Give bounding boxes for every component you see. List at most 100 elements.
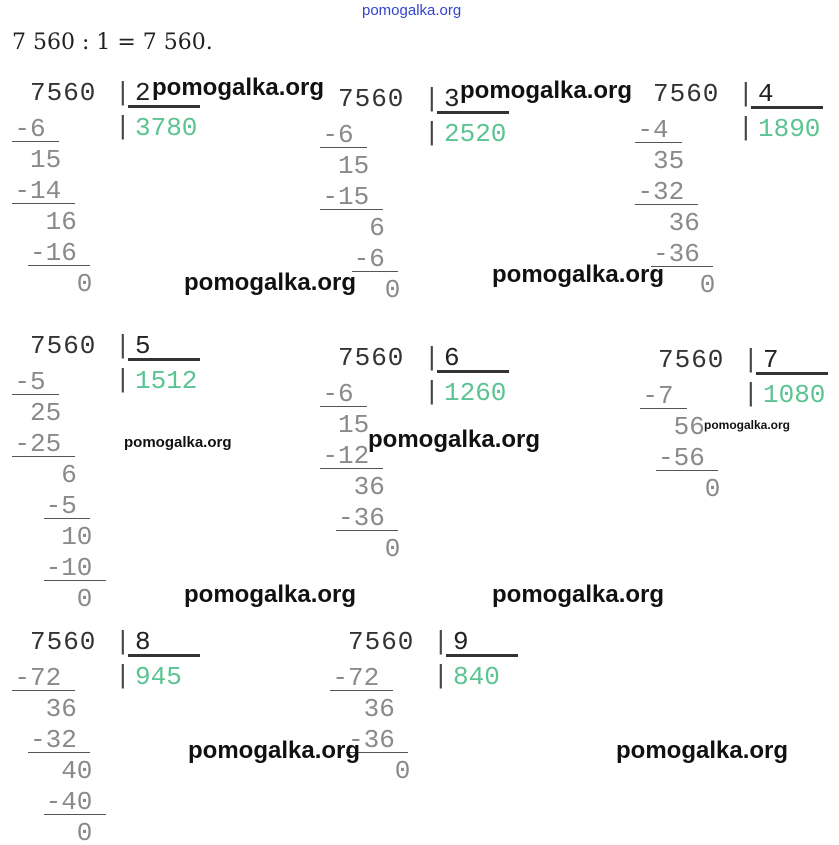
- subtraction-line: [640, 408, 688, 409]
- remainder: 36: [668, 208, 700, 238]
- subtrahend: -12: [322, 441, 370, 471]
- divider-bar-icon: |: [424, 343, 440, 373]
- remainder: 56: [673, 412, 705, 442]
- watermark: pomogalka.org: [368, 426, 541, 453]
- subtraction-line: [635, 204, 698, 205]
- subtrahend: -72: [332, 663, 380, 693]
- subtraction-line: [651, 266, 714, 267]
- subtrahend: -72: [14, 663, 62, 693]
- subtraction-line: [320, 209, 383, 210]
- divider-bar-icon: |: [115, 627, 131, 657]
- divider-bar-icon: |: [115, 78, 131, 108]
- watermark: pomogalka.org: [184, 269, 357, 296]
- divisor: 7: [763, 345, 779, 375]
- divider-bar-icon: |: [433, 627, 449, 657]
- watermark: pomogalka.org: [616, 737, 789, 764]
- dividend: 7560: [30, 331, 97, 361]
- subtrahend: -25: [14, 429, 62, 459]
- divider-bar-icon: |: [424, 118, 440, 148]
- subtrahend: -6: [353, 244, 385, 274]
- remainder: 40: [61, 756, 93, 786]
- subtraction-line: [43, 580, 106, 581]
- watermark: pomogalka.org: [124, 434, 232, 451]
- quotient: 945: [135, 662, 182, 692]
- subtrahend: -32: [637, 177, 685, 207]
- quotient: 1260: [444, 378, 507, 408]
- divider-bar-icon: |: [738, 79, 754, 109]
- quotient: 840: [453, 662, 500, 692]
- divisor-underline: [437, 111, 509, 114]
- subtraction-line: [346, 752, 409, 753]
- divisor-underline: [128, 105, 200, 108]
- remainder: 0: [699, 270, 716, 300]
- dividend: 7560: [658, 345, 725, 375]
- divider-bar-icon: |: [115, 365, 131, 395]
- remainder: 36: [363, 694, 395, 724]
- subtrahend: -7: [642, 381, 674, 411]
- subtrahend: -56: [658, 443, 705, 473]
- divider-bar-icon: |: [424, 84, 440, 114]
- watermark: pomogalka.org: [152, 74, 325, 101]
- divisor-underline: [751, 106, 823, 109]
- divider-bar-icon: |: [424, 377, 440, 407]
- quotient: 2520: [444, 119, 507, 149]
- subtraction-line: [320, 406, 368, 407]
- remainder: 0: [394, 756, 411, 786]
- divisor-underline: [128, 654, 200, 657]
- quotient: 1512: [135, 366, 198, 396]
- remainder: 15: [338, 410, 370, 440]
- divisor: 6: [444, 343, 460, 373]
- subtrahend: -6: [322, 120, 354, 150]
- divisor: 3: [444, 84, 460, 114]
- remainder: 35: [653, 146, 685, 176]
- subtraction-line: [330, 690, 393, 691]
- quotient: 1080: [763, 380, 826, 410]
- subtraction-line: [336, 530, 399, 531]
- dividend: 7560: [338, 84, 405, 114]
- subtrahend: -32: [30, 725, 77, 755]
- dividend: 7560: [30, 627, 97, 657]
- divider-bar-icon: |: [115, 112, 131, 142]
- divisor-underline: [128, 358, 200, 361]
- divisor: 9: [453, 627, 469, 657]
- divider-bar-icon: |: [743, 345, 759, 375]
- subtraction-line: [28, 752, 91, 753]
- divisor: 4: [758, 79, 774, 109]
- divisor: 8: [135, 627, 151, 657]
- divisor-underline: [756, 372, 828, 375]
- dividend: 7560: [30, 78, 97, 108]
- divider-bar-icon: |: [433, 661, 449, 691]
- remainder: 36: [45, 694, 77, 724]
- remainder: 0: [76, 818, 93, 845]
- remainder: 10: [61, 522, 93, 552]
- subtrahend: -6: [322, 379, 354, 409]
- subtraction-line: [12, 141, 60, 142]
- remainder: 0: [76, 584, 93, 614]
- watermark: pomogalka.org: [492, 261, 665, 288]
- remainder: 0: [704, 474, 721, 504]
- subtrahend: -14: [14, 176, 62, 206]
- dividend: 7560: [338, 343, 405, 373]
- divider-bar-icon: |: [115, 331, 131, 361]
- subtraction-line: [320, 468, 383, 469]
- quotient: 3780: [135, 113, 198, 143]
- subtrahend: -6: [14, 114, 46, 144]
- subtraction-line: [28, 265, 91, 266]
- remainder: 6: [61, 460, 77, 490]
- subtraction-line: [320, 147, 368, 148]
- subtrahend: -5: [45, 491, 77, 521]
- remainder: 15: [338, 151, 370, 181]
- subtrahend: -36: [338, 503, 385, 533]
- divider-bar-icon: |: [738, 113, 754, 143]
- subtraction-line: [12, 203, 75, 204]
- remainder: 0: [384, 275, 401, 305]
- subtraction-line: [12, 394, 60, 395]
- remainder: 16: [45, 207, 77, 237]
- subtrahend: -40: [45, 787, 93, 817]
- subtraction-line: [656, 470, 719, 471]
- dividend: 7560: [653, 79, 720, 109]
- subtrahend: -16: [30, 238, 77, 268]
- remainder: 25: [30, 398, 62, 428]
- subtraction-line: [635, 142, 683, 143]
